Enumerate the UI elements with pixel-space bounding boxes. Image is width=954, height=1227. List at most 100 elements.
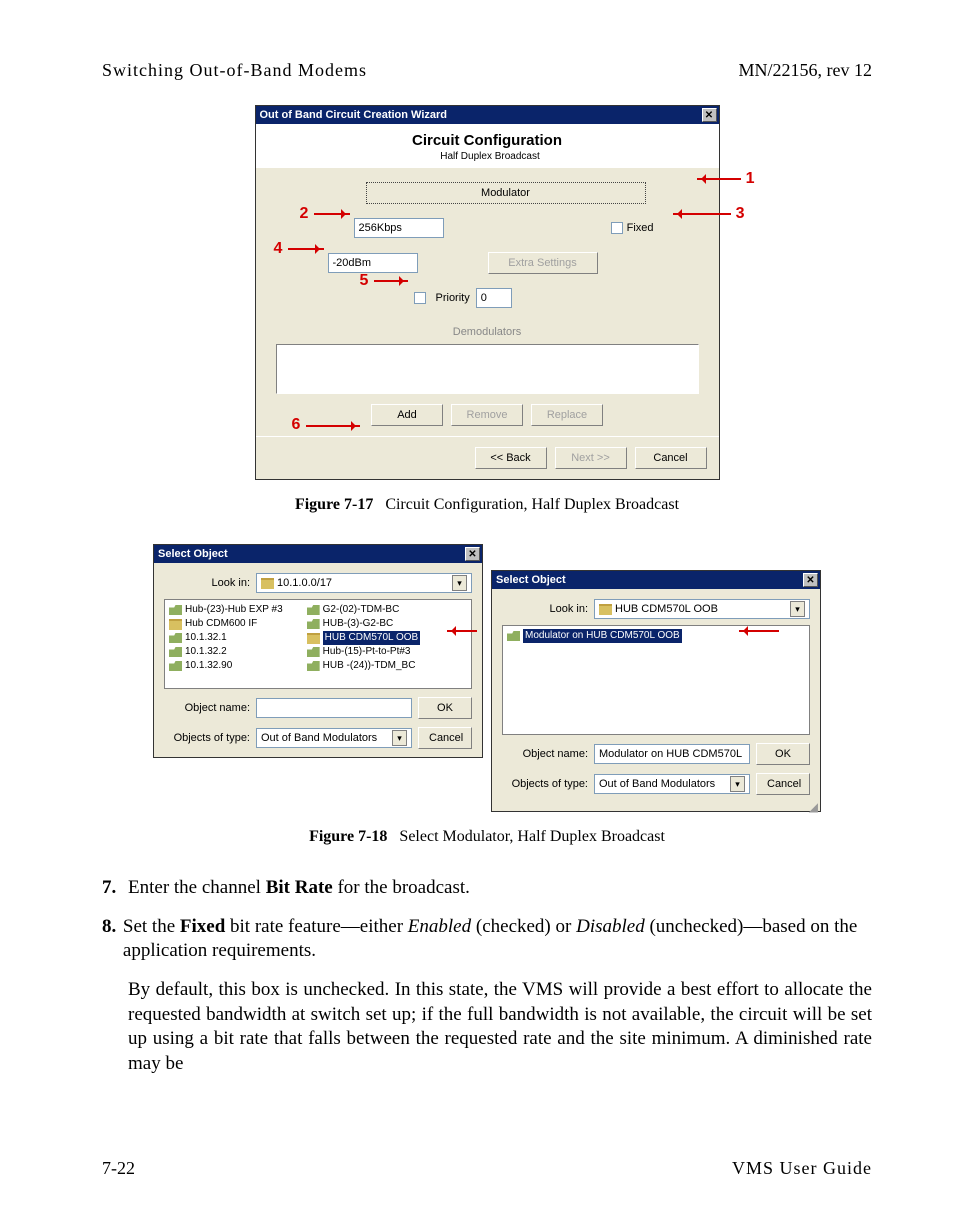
annotation-2: 2 [300, 205, 309, 223]
wizard-subtitle: Half Duplex Broadcast [266, 149, 709, 166]
lookin-label: Look in: [164, 577, 250, 589]
modem-icon [169, 661, 182, 671]
annotation-arrow [306, 425, 360, 427]
folder-icon [599, 604, 612, 615]
modem-icon [307, 661, 320, 671]
figure-caption: Figure 7-17 Circuit Configuration, Half … [102, 496, 872, 514]
add-button[interactable]: Add [371, 404, 443, 426]
chevron-down-icon[interactable]: ▾ [452, 575, 467, 591]
chevron-down-icon[interactable]: ▾ [730, 776, 745, 792]
modem-icon [307, 605, 320, 615]
list-item[interactable]: Hub CDM600 IF [169, 617, 283, 631]
list-item[interactable]: Modulator on HUB CDM570L OOB [507, 629, 682, 643]
objecttype-dropdown[interactable]: Out of Band Modulators ▾ [256, 728, 412, 748]
annotation-5: 5 [360, 272, 369, 290]
annotation-arrow [288, 248, 324, 250]
list-item[interactable]: 10.1.32.90 [169, 659, 283, 673]
annotation-arrow [697, 178, 741, 180]
objecttype-label: Objects of type: [502, 778, 588, 790]
lookin-dropdown[interactable]: HUB CDM570L OOB ▾ [594, 599, 810, 619]
wizard-titlebar: Out of Band Circuit Creation Wizard ✕ [256, 106, 719, 124]
lookin-dropdown[interactable]: 10.1.0.0/17 ▾ [256, 573, 472, 593]
lookin-label: Look in: [502, 603, 588, 615]
annotation-arrow [314, 213, 350, 215]
bitrate-input[interactable] [354, 218, 444, 238]
page-number: 7-22 [102, 1158, 135, 1179]
priority-input[interactable] [476, 288, 512, 308]
list-item[interactable]: G2-(02)-TDM-BC [307, 603, 421, 617]
objectname-label: Object name: [502, 748, 588, 760]
wizard-heading: Circuit Configuration [266, 132, 709, 149]
next-button: Next >> [555, 447, 627, 469]
running-head-right: MN/22156, rev 12 [739, 60, 873, 81]
list-item[interactable]: HUB CDM570L OOB [307, 631, 421, 645]
folder-icon [169, 619, 182, 630]
fixed-checkbox[interactable] [611, 222, 623, 234]
ok-button[interactable]: OK [756, 743, 810, 765]
list-item[interactable]: HUB-(3)-G2-BC [307, 617, 421, 631]
list-item[interactable]: Hub-(23)-Hub EXP #3 [169, 603, 283, 617]
modem-icon [307, 619, 320, 629]
close-icon[interactable]: ✕ [803, 573, 818, 587]
close-icon[interactable]: ✕ [702, 108, 717, 122]
annotation-arrow [374, 280, 408, 282]
annotation-4: 4 [274, 240, 283, 258]
figure-caption: Figure 7-18 Select Modulator, Half Duple… [102, 828, 872, 846]
annotation-1: 1 [746, 170, 755, 188]
folder-icon [261, 578, 274, 589]
step-text: Enter the channel Bit Rate for the broad… [128, 876, 470, 901]
back-button[interactable]: << Back [475, 447, 547, 469]
objectname-input[interactable] [594, 744, 750, 764]
ok-button[interactable]: OK [418, 697, 472, 719]
annotation-3: 3 [736, 205, 745, 223]
cancel-button[interactable]: Cancel [756, 773, 810, 795]
objecttype-dropdown[interactable]: Out of Band Modulators ▾ [594, 774, 750, 794]
doc-title-footer: VMS User Guide [732, 1158, 872, 1179]
modem-icon [307, 647, 320, 657]
extra-settings-button: Extra Settings [488, 252, 598, 274]
resize-grip-icon[interactable]: ◢ [492, 803, 820, 811]
annotation-arrow [739, 630, 779, 632]
select-object-dialog-right: Select Object ✕ Look in: HUB CDM570L OOB… [491, 570, 821, 812]
modulator-icon [507, 631, 520, 641]
file-list[interactable]: Hub-(23)-Hub EXP #3 Hub CDM600 IF 10.1.3… [164, 599, 472, 689]
wizard-title: Out of Band Circuit Creation Wizard [260, 109, 448, 121]
wizard-dialog: Out of Band Circuit Creation Wizard ✕ Ci… [255, 105, 720, 480]
cancel-button[interactable]: Cancel [635, 447, 707, 469]
remove-button: Remove [451, 404, 523, 426]
step-number: 8. [102, 915, 123, 964]
file-list[interactable]: Modulator on HUB CDM570L OOB [502, 625, 810, 735]
select-object-dialog-left: Select Object ✕ Look in: 10.1.0.0/17 ▾ H… [153, 544, 483, 758]
objectname-input[interactable] [256, 698, 412, 718]
objecttype-label: Objects of type: [164, 732, 250, 744]
list-item[interactable]: HUB -(24))-TDM_BC [307, 659, 421, 673]
running-head-left: Switching Out-of-Band Modems [102, 60, 367, 81]
objectname-label: Object name: [164, 702, 250, 714]
list-item[interactable]: 10.1.32.1 [169, 631, 283, 645]
power-input[interactable] [328, 253, 418, 273]
chevron-down-icon[interactable]: ▾ [790, 601, 805, 617]
folder-icon [307, 633, 320, 644]
list-item[interactable]: 10.1.32.2 [169, 645, 283, 659]
priority-checkbox[interactable] [414, 292, 426, 304]
list-item[interactable]: Hub-(15)-Pt-to-Pt#3 [307, 645, 421, 659]
demod-listbox[interactable] [276, 344, 699, 394]
modem-icon [169, 633, 182, 643]
cancel-button[interactable]: Cancel [418, 727, 472, 749]
replace-button: Replace [531, 404, 603, 426]
modem-icon [169, 647, 182, 657]
demod-section-label: Demodulators [276, 326, 699, 338]
step-text: Set the Fixed bit rate feature—either En… [123, 915, 872, 964]
annotation-arrow [673, 213, 731, 215]
annotation-6: 6 [292, 416, 301, 434]
step-number: 7. [102, 876, 128, 901]
chevron-down-icon[interactable]: ▾ [392, 730, 407, 746]
annotation-arrow [447, 630, 477, 632]
fixed-label: Fixed [627, 222, 654, 234]
modem-icon [169, 605, 182, 615]
step-paragraph: By default, this box is unchecked. In th… [128, 978, 872, 1077]
priority-label: Priority [436, 292, 470, 304]
modulator-button[interactable]: Modulator [366, 182, 646, 204]
close-icon[interactable]: ✕ [465, 547, 480, 561]
dialog-title: Select Object [158, 548, 228, 560]
